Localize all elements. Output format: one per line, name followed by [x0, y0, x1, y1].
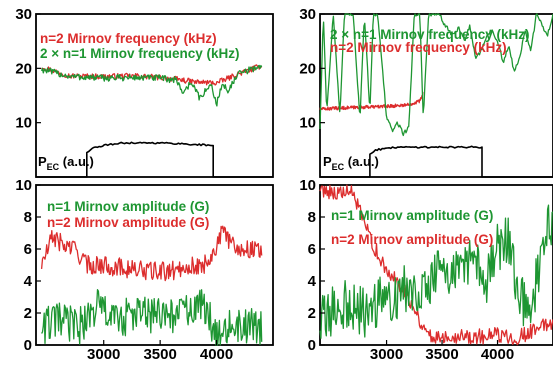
pec-label: PEC (a.u.) [38, 154, 94, 172]
tick-layer: 0 2 4 6 8 10 3000 3500 4000 [299, 177, 514, 363]
y-tick-label: 2 [308, 305, 316, 322]
y-tick-label: 30 [299, 6, 316, 23]
tick-layer: 0 2 4 6 8 10 3000 3500 4000 [15, 177, 233, 363]
x-tick-label: 4000 [481, 346, 514, 363]
y-tick-label: 4 [24, 273, 33, 290]
y-tick-label: 6 [24, 241, 32, 258]
x-tick-label: 3500 [143, 346, 176, 363]
y-tick-label: 10 [299, 177, 316, 194]
series-line-p-ec [36, 141, 273, 178]
y-tick-label: 10 [15, 115, 32, 132]
series-layer [319, 13, 553, 178]
y-tick-label: 8 [308, 209, 316, 226]
axes-frame [319, 184, 553, 346]
y-tick-label: 2 [24, 305, 32, 322]
series-line-2-n-1-mirnov-frequency-khz- [319, 13, 553, 137]
y-tick-label: 4 [308, 273, 317, 290]
tick-layer: 10 20 30 [15, 6, 41, 132]
series-line-n-1-mirnov-amplitude-g- [319, 204, 553, 340]
legend-n2-frequency: n=2 Mirnov frequency (kHz) [40, 31, 217, 46]
series-line-n-2-mirnov-amplitude-g- [319, 184, 553, 346]
legend-n2-amplitude: n=2 Mirnov amplitude (G) [47, 215, 209, 230]
y-tick-label: 20 [15, 60, 32, 77]
series-line-n-2-mirnov-frequency-khz- [319, 91, 424, 111]
panel-bottom-right: 0 2 4 6 8 10 3000 3500 4000 n=1 Mirnov amplitude… [299, 177, 553, 363]
panel-top-right: 10 20 30 2 × n=1 Mirnov frequency (kHz) n=… [299, 6, 553, 178]
y-tick-label: 0 [308, 337, 316, 354]
tick-layer: 10 20 30 [299, 6, 325, 132]
series-line-p-ec [320, 145, 553, 178]
legend-n1-amplitude: n=1 Mirnov amplitude (G) [331, 208, 493, 223]
legend-n2-amplitude: n=2 Mirnov amplitude (G) [331, 232, 493, 247]
series-layer [36, 64, 273, 178]
y-tick-label: 0 [24, 337, 32, 354]
y-tick-label: 30 [15, 6, 32, 23]
legend-2xn1-frequency: 2 × n=1 Mirnov frequency (kHz) [40, 46, 240, 61]
series-layer [319, 184, 553, 346]
panel-top-left: 10 20 30 n=2 Mirnov frequency (kHz) 2 × n=… [15, 6, 274, 178]
x-tick-label: 3000 [87, 346, 120, 363]
x-tick-label: 3500 [425, 346, 458, 363]
series-line-n-1-mirnov-amplitude-g- [41, 289, 263, 346]
x-tick-label: 3000 [370, 346, 403, 363]
series-line-2-n-1-mirnov-frequency-khz- [40, 64, 263, 107]
x-tick-label: 4000 [200, 346, 233, 363]
panel-bottom-left: 0 2 4 6 8 10 3000 3500 4000 n=1 Mirnov amplitude… [15, 177, 274, 363]
axes-frame [35, 184, 274, 346]
series-line-n-2-mirnov-amplitude-g- [40, 225, 263, 282]
legend-n2-frequency: n=2 Mirnov frequency (kHz) [330, 40, 507, 55]
legend-n1-amplitude: n=1 Mirnov amplitude (G) [47, 199, 209, 214]
pec-label: PEC (a.u.) [323, 154, 379, 172]
series-layer [40, 225, 263, 346]
legend-2xn1-frequency: 2 × n=1 Mirnov frequency (kHz) [330, 27, 530, 42]
y-tick-label: 10 [15, 177, 32, 194]
y-tick-label: 8 [24, 209, 32, 226]
y-tick-label: 6 [308, 241, 316, 258]
y-tick-label: 10 [299, 115, 316, 132]
axes-frame [35, 13, 274, 178]
y-tick-label: 20 [299, 60, 316, 77]
